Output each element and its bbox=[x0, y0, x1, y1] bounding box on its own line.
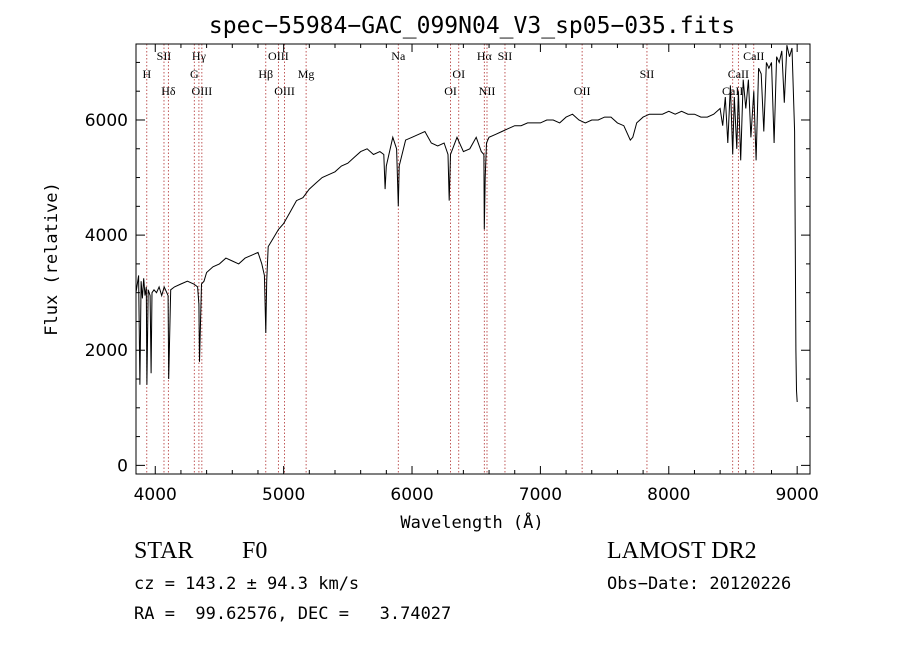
line-label-10: Na bbox=[391, 49, 406, 63]
line-label-0: H bbox=[142, 67, 151, 81]
obs-date: Obs−Date: 20120226 bbox=[607, 574, 792, 594]
x-axis-label: Wavelength (Å) bbox=[400, 511, 543, 533]
y-tick-label-2000: 2000 bbox=[85, 341, 128, 361]
y-axis: 0 2000 4000 6000 bbox=[85, 61, 810, 476]
line-label-7: Hβ bbox=[258, 67, 273, 81]
line-label-11: OI bbox=[452, 67, 465, 81]
object-class: STAR bbox=[134, 538, 194, 564]
line-label-8: OIII bbox=[274, 84, 295, 98]
line-label-13: Hα bbox=[477, 49, 493, 63]
y-axis-label: Flux (relative) bbox=[42, 182, 62, 336]
y-tick-label-6000: 6000 bbox=[85, 111, 128, 131]
line-label-5: OIII bbox=[192, 84, 213, 98]
line-label-2: Hδ bbox=[161, 84, 176, 98]
y-tick-label-0: 0 bbox=[117, 456, 128, 476]
line-label-15: NII bbox=[479, 84, 496, 98]
line-label-16: OII bbox=[574, 84, 591, 98]
redshift-cz: cz = 143.2 ± 94.3 km/s bbox=[134, 574, 360, 594]
line-label-14: SII bbox=[498, 49, 513, 63]
x-tick-label-5000: 5000 bbox=[262, 485, 305, 505]
line-label-1: SII bbox=[157, 49, 172, 63]
x-tick-label-7000: 7000 bbox=[519, 485, 562, 505]
x-tick-label-4000: 4000 bbox=[134, 485, 177, 505]
line-label-6: OIII bbox=[268, 49, 289, 63]
y-tick-label-4000: 4000 bbox=[85, 226, 128, 246]
line-label-9: Mg bbox=[298, 67, 315, 81]
line-label-12: OI bbox=[444, 84, 457, 98]
subclass: F0 bbox=[242, 538, 268, 564]
chart-title: spec−55984−GAC_099N04_V3_sp05−035.fits bbox=[209, 13, 735, 39]
line-label-18: CaII bbox=[743, 49, 764, 63]
x-tick-label-6000: 6000 bbox=[390, 485, 433, 505]
coordinates: RA = 99.62576, DEC = 3.74027 bbox=[134, 604, 452, 624]
line-label-20: CaII bbox=[722, 84, 743, 98]
line-label-17: SII bbox=[640, 67, 655, 81]
line-label-3: Hγ bbox=[192, 49, 207, 63]
line-label-19: CaII bbox=[728, 67, 749, 81]
x-axis: 4000 5000 6000 7000 8000 9000 bbox=[134, 44, 819, 505]
plot-frame bbox=[135, 43, 811, 475]
x-tick-label-8000: 8000 bbox=[647, 485, 690, 505]
line-label-4: G bbox=[190, 67, 199, 81]
spectrum-line bbox=[135, 45, 798, 403]
survey-name: LAMOST DR2 bbox=[607, 538, 757, 564]
x-tick-label-9000: 9000 bbox=[776, 485, 819, 505]
